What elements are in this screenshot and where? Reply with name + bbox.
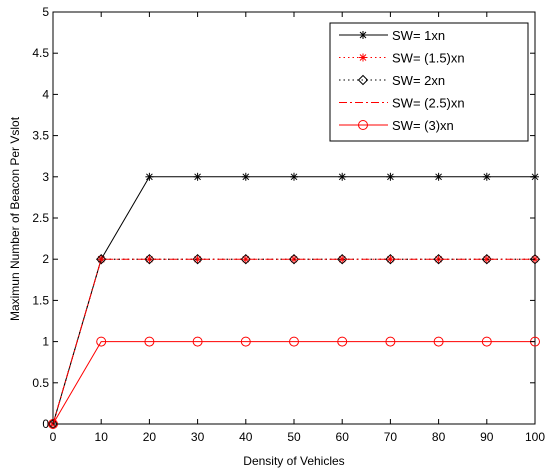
x-tick-label: 100: [525, 430, 545, 444]
legend-label: SW= 2xn: [392, 73, 445, 88]
legend-entry: SW= (3)xn: [339, 118, 454, 133]
y-tick-label: 4.5: [32, 46, 49, 60]
legend-marker: [358, 120, 368, 130]
y-tick-label: 2: [42, 252, 49, 266]
data-point: [193, 172, 202, 181]
legend-marker: [357, 74, 369, 86]
y-tick-label: 1.5: [32, 293, 49, 307]
data-point: [338, 172, 347, 181]
data-point: [433, 253, 444, 265]
data-point: [240, 253, 252, 265]
data-point: [96, 336, 107, 347]
data-point: [386, 172, 395, 181]
y-axis-label: Maximun Number of Beacon Per Vslot: [8, 116, 22, 321]
data-point: [145, 172, 154, 181]
y-tick-label: 2.5: [32, 211, 49, 225]
x-tick-label: 90: [480, 430, 494, 444]
y-tick-label: 1: [42, 335, 49, 349]
data-point: [433, 336, 444, 347]
y-tick-label: 4: [42, 87, 49, 101]
legend-label: SW= 1xn: [392, 28, 445, 43]
x-tick-label: 70: [384, 430, 398, 444]
ticks-layer: 0 10 20 30 40 50 60 70 80 90 100 0 0.5 1 1.5 2 2.5 3 3.5 4 4…: [32, 5, 545, 444]
x-tick-label: 40: [239, 430, 253, 444]
y-tick-label: 3.5: [32, 129, 49, 143]
data-point: [336, 253, 348, 265]
x-tick-label: 10: [95, 430, 109, 444]
data-point: [289, 336, 299, 347]
legend-label: SW= (1.5)xn: [392, 51, 465, 66]
data-point: [288, 253, 300, 265]
x-tick-label: 0: [50, 430, 57, 444]
series-line: [52, 258, 535, 425]
legend-entry: SW= 2xn: [339, 73, 445, 88]
legend-entry: SW= (2.5)xn: [339, 96, 465, 111]
data-point: [482, 172, 491, 181]
legend-entry: SW= (1.5)xn: [339, 51, 465, 66]
data-point: [240, 336, 251, 347]
legend-marker: [359, 31, 367, 39]
data-point: [95, 253, 107, 265]
y-tick-label: 0: [42, 417, 49, 431]
legend-marker: [359, 53, 367, 62]
y-tick-label: 0.5: [32, 376, 49, 390]
data-point: [144, 253, 155, 265]
data-point: [481, 336, 492, 347]
series-5: [48, 336, 540, 429]
x-axis-label: Density of Vehicles: [243, 454, 344, 468]
legend-box: [329, 22, 529, 142]
data-point: [144, 336, 155, 347]
series-line: [52, 341, 535, 425]
data-point: [337, 336, 348, 347]
y-tick-label: 5: [42, 5, 49, 19]
legend-label: SW= (3)xn: [392, 118, 454, 133]
data-point: [529, 253, 541, 265]
data-point: [385, 336, 396, 347]
data-point: [241, 172, 250, 181]
data-point: [192, 336, 203, 347]
data-point: [385, 253, 396, 265]
legend: SW= 1xn SW= (1.5)xn SW= 2xn SW= (2.5)xn SW= …: [329, 22, 529, 142]
data-point: [290, 172, 298, 181]
x-tick-label: 60: [336, 430, 350, 444]
x-tick-label: 80: [432, 430, 446, 444]
data-point: [434, 172, 443, 181]
data-point: [481, 253, 493, 265]
data-point: [192, 253, 203, 265]
legend-label: SW= (2.5)xn: [392, 96, 465, 111]
series-4: [52, 258, 535, 425]
legend-entry: SW= 1xn: [339, 28, 445, 43]
x-tick-label: 30: [191, 430, 205, 444]
series-layer: [47, 172, 541, 430]
y-tick-label: 3: [42, 170, 49, 184]
x-tick-label: 20: [143, 430, 157, 444]
x-tick-label: 50: [287, 430, 301, 444]
